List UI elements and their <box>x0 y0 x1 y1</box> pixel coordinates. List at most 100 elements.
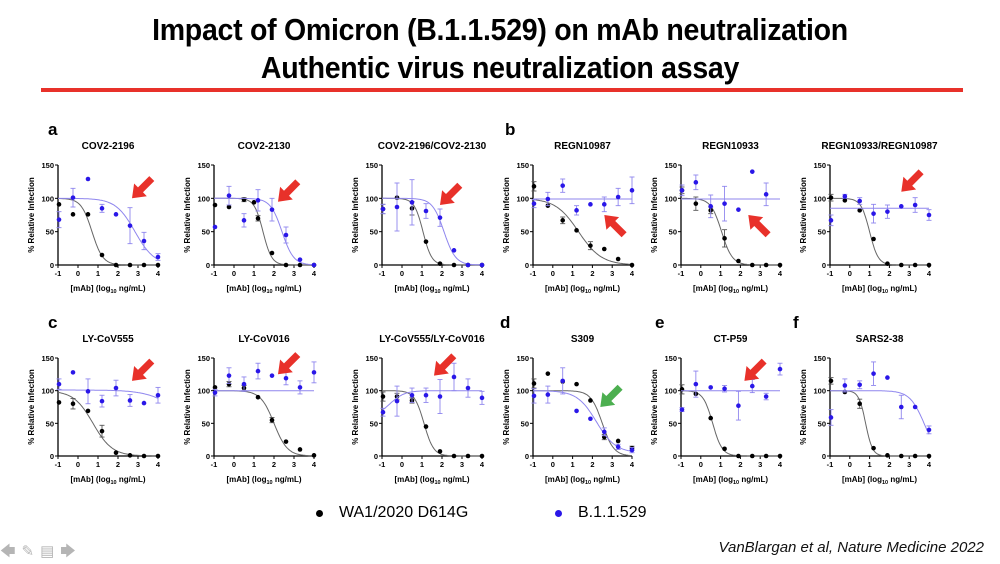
chart-title: REGN10987 <box>554 141 611 152</box>
y-tick-label: 0 <box>50 452 54 461</box>
data-point-omicron <box>629 188 635 193</box>
y-tick-label: 0 <box>374 261 378 270</box>
data-point-omicron <box>926 427 932 433</box>
data-point-omicron <box>283 232 289 238</box>
x-axis-label: [mAb] (log10 ng/mL) <box>70 284 145 295</box>
arrow-left-icon[interactable]: 🡄 <box>0 543 16 560</box>
x-tick-label: -1 <box>678 269 685 278</box>
data-point-omicron <box>409 200 415 205</box>
data-point-wa1 <box>56 202 62 207</box>
x-tick-label: 0 <box>400 269 404 278</box>
data-point-wa1 <box>926 453 932 459</box>
data-point-omicron <box>155 392 161 398</box>
data-point-omicron <box>99 398 105 404</box>
data-point-wa1 <box>912 262 918 268</box>
x-tick-label: 0 <box>699 460 703 469</box>
data-point-wa1 <box>898 453 904 459</box>
data-point-omicron <box>423 392 429 398</box>
x-axis-label: [mAb] (log10 ng/mL) <box>693 284 768 295</box>
x-tick-label: 1 <box>571 460 575 469</box>
data-point-wa1 <box>465 453 471 459</box>
data-point-wa1 <box>545 371 551 376</box>
y-tick-label: 100 <box>813 387 826 396</box>
x-axis-label: [mAb] (log10 ng/mL) <box>545 475 620 486</box>
x-tick-label: 4 <box>480 269 485 278</box>
y-tick-label: 0 <box>50 261 54 270</box>
fit-curve-wa1 <box>532 199 633 265</box>
data-point-omicron <box>828 218 834 223</box>
y-tick-label: 150 <box>365 161 378 170</box>
y-tick-label: 0 <box>206 261 210 270</box>
chart-title: COV2-2196/COV2-2130 <box>378 141 487 152</box>
data-point-wa1 <box>70 401 76 407</box>
data-point-wa1 <box>437 261 443 266</box>
data-point-omicron <box>749 169 755 174</box>
data-point-omicron <box>763 192 769 197</box>
y-tick-label: 50 <box>818 228 826 237</box>
data-point-wa1 <box>269 250 275 256</box>
data-point-omicron <box>777 366 783 372</box>
y-tick-label: 100 <box>664 387 677 396</box>
data-point-wa1 <box>297 447 303 452</box>
data-point-wa1 <box>722 446 727 452</box>
data-point-omicron <box>679 188 685 193</box>
x-tick-label: 3 <box>136 460 140 469</box>
panel-letter: b <box>505 120 515 139</box>
y-tick-label: 100 <box>197 387 210 396</box>
y-tick-label: 150 <box>516 354 529 363</box>
data-point-omicron <box>380 206 386 212</box>
data-point-wa1 <box>842 198 848 203</box>
data-point-omicron <box>615 194 621 200</box>
x-axis-label: [mAb] (log10 ng/mL) <box>394 284 469 295</box>
x-tick-label: 2 <box>272 460 276 469</box>
data-point-omicron <box>437 215 443 220</box>
y-tick-label: 0 <box>673 452 677 461</box>
pencil-icon[interactable]: ✎ <box>21 543 35 560</box>
data-point-wa1 <box>451 453 457 459</box>
x-axis-label: [mAb] (log10 ng/mL) <box>70 475 145 486</box>
red-arrow-annotation <box>278 179 301 202</box>
data-point-wa1 <box>749 453 755 459</box>
x-axis-label: [mAb] (log10 ng/mL) <box>842 284 917 295</box>
data-point-omicron <box>722 386 727 392</box>
x-axis-label: [mAb] (log10 ng/mL) <box>226 284 301 295</box>
y-tick-label: 150 <box>41 354 54 363</box>
fit-curve-wa1 <box>58 198 158 266</box>
data-point-omicron <box>269 207 275 212</box>
legend-marker-wa1 <box>316 509 323 517</box>
y-axis-label: % Relative Infection <box>27 177 36 253</box>
x-tick-label: -1 <box>211 269 218 278</box>
x-tick-label: 0 <box>551 269 555 278</box>
chart-title: LY-CoV555/LY-CoV016 <box>379 334 485 345</box>
y-axis-label: % Relative Infection <box>650 369 659 445</box>
x-tick-label: -1 <box>530 269 537 278</box>
notes-icon[interactable]: ▤ <box>40 543 55 560</box>
x-tick-label: 1 <box>96 460 100 469</box>
data-point-omicron <box>588 416 593 422</box>
data-point-wa1 <box>588 243 593 248</box>
data-point-wa1 <box>601 246 607 252</box>
y-tick-label: 100 <box>197 194 210 203</box>
data-point-wa1 <box>56 400 62 405</box>
y-axis-label: % Relative Infection <box>650 177 659 253</box>
data-point-wa1 <box>99 428 105 434</box>
fit-curve-wa1 <box>830 390 929 457</box>
data-point-wa1 <box>885 453 890 458</box>
data-point-wa1 <box>615 438 621 444</box>
arrow-right-icon[interactable]: 🡆 <box>60 543 76 560</box>
data-point-omicron <box>828 415 834 420</box>
fit-curve-wa1 <box>382 390 482 457</box>
data-point-wa1 <box>763 453 769 459</box>
x-tick-label: 1 <box>420 460 424 469</box>
data-point-wa1 <box>736 453 741 459</box>
x-tick-label: 2 <box>440 460 444 469</box>
x-tick-label: 3 <box>758 269 762 278</box>
y-tick-label: 150 <box>664 354 677 363</box>
x-tick-label: -1 <box>55 269 62 278</box>
x-tick-label: 1 <box>868 269 872 278</box>
fit-curve-omicron <box>382 197 482 266</box>
data-point-omicron <box>85 176 91 182</box>
